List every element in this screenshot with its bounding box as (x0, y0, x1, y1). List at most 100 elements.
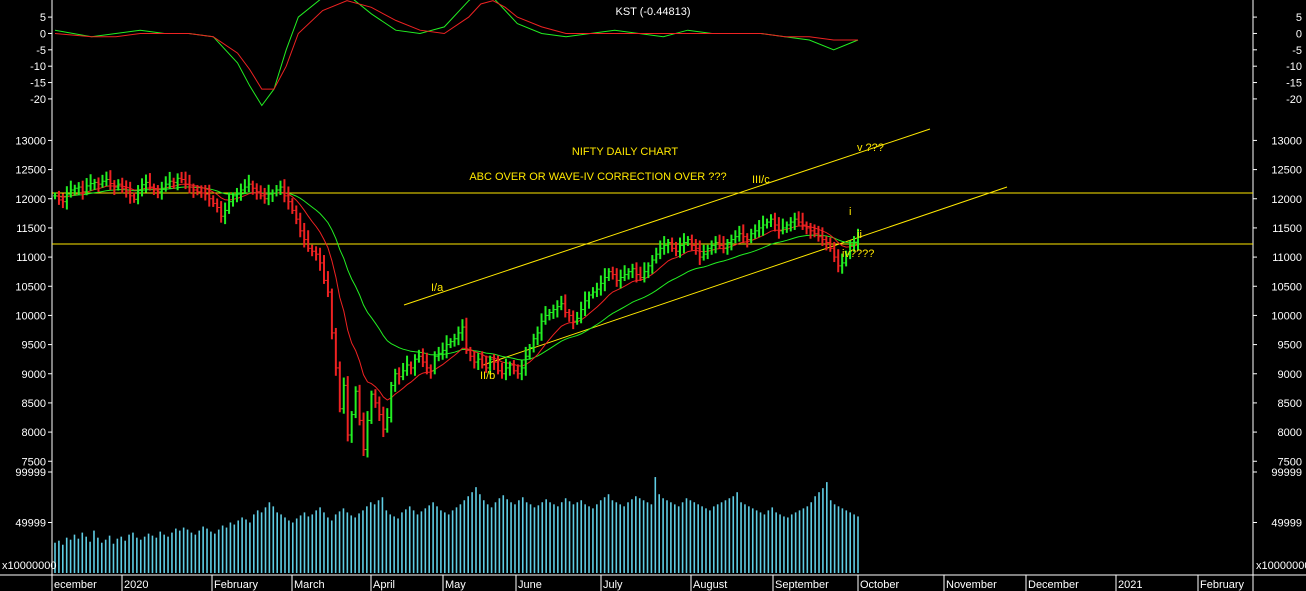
kst-tick-label: -15 (1286, 78, 1302, 90)
price-bar (155, 185, 160, 199)
price-bar (547, 309, 552, 321)
price-bar (796, 211, 801, 226)
price-bar (852, 236, 857, 252)
price-bar (761, 215, 766, 236)
price-bar (519, 360, 524, 381)
price-bar (460, 319, 465, 341)
price-bar (725, 239, 730, 255)
price-bar (539, 313, 544, 341)
price-bar (262, 187, 267, 204)
volume-tick-label: 49999 (15, 518, 46, 530)
kst-tick-label: -20 (30, 94, 46, 106)
x-axis-label: October (860, 579, 899, 591)
price-bar (606, 268, 611, 281)
price-tick-label: 10500 (1271, 281, 1302, 293)
price-bar (614, 268, 619, 287)
price-tick-label: 11500 (1272, 223, 1302, 235)
kst-tick-label: 0 (40, 28, 46, 40)
price-bar (246, 174, 251, 193)
price-bar (670, 237, 675, 252)
price-bar (393, 368, 398, 392)
kst-panel: KST (-0.44813) 5 0 -5 -10 -15 -20 5 0 -5 -10 -15 -… (30, 0, 1302, 107)
price-bar (701, 244, 706, 261)
price-bar (749, 228, 754, 244)
price-tick-label: 9500 (22, 340, 46, 352)
price-tick-label: 12000 (1271, 194, 1302, 206)
kst-line-0 (54, 0, 859, 107)
price-bar (618, 269, 623, 289)
kst-y-axis-right: 5 0 -5 -10 -15 -20 (1253, 12, 1302, 106)
price-bar (555, 300, 560, 318)
price-bar (768, 214, 773, 228)
price-bar (365, 411, 370, 458)
kst-y-axis-left: 5 0 -5 -10 -15 -20 (30, 12, 52, 106)
price-bar (654, 247, 659, 264)
price-bar (848, 240, 853, 260)
price-bar (780, 218, 785, 235)
price-tick-label: 8500 (22, 398, 46, 410)
ma-slow-line (54, 186, 859, 361)
price-bar (428, 364, 433, 379)
price-bar (531, 333, 536, 353)
ma-fast-line (54, 183, 859, 401)
price-bar (468, 346, 473, 362)
price-bar (397, 367, 402, 385)
price-bar (72, 184, 77, 195)
price-bar (274, 185, 279, 197)
volume-panel: 99999 49999 99999 49999 x10000000 x1000000… (2, 467, 1306, 573)
kst-line-1 (54, 0, 858, 90)
x-axis-label: 2020 (124, 579, 148, 591)
price-tick-label: 10500 (15, 281, 46, 293)
price-bar (167, 171, 172, 190)
price-bar (757, 220, 762, 238)
price-bar (357, 384, 362, 426)
price-bar (737, 225, 742, 242)
price-bar (341, 377, 346, 414)
price-bar (420, 348, 425, 368)
price-bar (306, 230, 311, 252)
price-bar (432, 351, 437, 375)
price-bar (325, 271, 330, 298)
price-bar (630, 263, 635, 279)
price-bar (401, 362, 406, 381)
price-bar (80, 180, 85, 200)
price-bar (321, 255, 326, 284)
kst-tick-label: -5 (1292, 45, 1302, 57)
price-bar (820, 227, 825, 246)
price-bar (503, 358, 508, 381)
price-bar (140, 178, 145, 197)
price-bar (496, 355, 501, 375)
wave-label-ii: ii (857, 229, 862, 241)
price-bar (266, 184, 271, 206)
kst-lines (54, 0, 859, 107)
price-bar (409, 361, 414, 375)
price-bar (333, 327, 338, 376)
price-bar (234, 187, 239, 203)
price-bar (784, 221, 789, 233)
price-bar (377, 396, 382, 421)
price-y-axis-left: 13000 12500 12000 11500 11000 10500 10000 9500 9… (15, 135, 52, 468)
price-bar (163, 176, 168, 192)
price-bar (369, 390, 374, 424)
price-bar (511, 360, 516, 375)
price-bar (92, 178, 97, 190)
price-bar (310, 244, 315, 257)
price-bar (207, 184, 212, 207)
chart-title: NIFTY DAILY CHART (572, 146, 678, 158)
price-tick-label: 13000 (15, 135, 46, 147)
price-bar (452, 333, 457, 347)
price-bar (808, 222, 813, 239)
price-tick-label: 8000 (22, 427, 46, 439)
price-bar (136, 185, 141, 205)
kst-title: KST (-0.44813) (615, 6, 690, 18)
price-bars (53, 170, 860, 458)
price-bar (337, 361, 342, 413)
price-bar (772, 212, 777, 232)
volume-scale-label-right: x10000000 (1256, 560, 1306, 572)
kst-tick-label: -10 (30, 61, 46, 73)
price-bar (270, 189, 275, 202)
price-bar (543, 306, 548, 325)
price-bar (583, 291, 588, 316)
price-tick-label: 10000 (1271, 310, 1302, 322)
